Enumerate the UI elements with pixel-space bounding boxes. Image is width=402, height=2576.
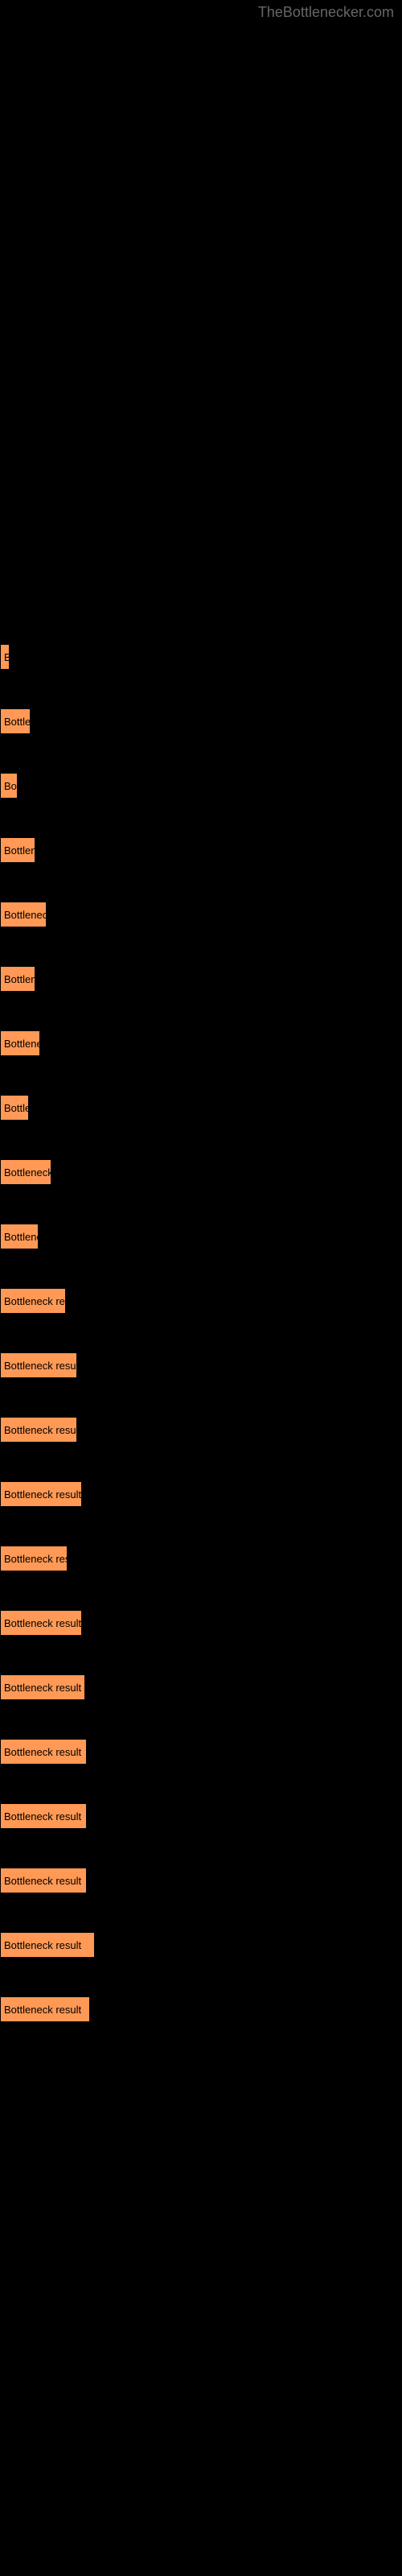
chart-bar: Bottlene [0, 1224, 39, 1249]
chart-bar: Bottleneck r [0, 1159, 51, 1185]
chart-bar: Bottleneck result [0, 1996, 90, 2022]
chart-bar: Bottleneck result [0, 1739, 87, 1765]
chart-bar: Bottleneck result [0, 1417, 77, 1443]
bar-row: Bottleneck result [0, 1868, 402, 1893]
bar-row: Bottleneck result [0, 1352, 402, 1378]
chart-bar: Bottleneck result [0, 1481, 82, 1507]
chart-bar: Bottlene [0, 966, 35, 992]
chart-bar: Bottleneck res [0, 1546, 68, 1571]
chart-bar: Bottleneck result [0, 1868, 87, 1893]
bar-row: Bottlenec [0, 1030, 402, 1056]
chart-bar: Bottleneck result [0, 1674, 85, 1700]
chart-bar: Bottleneck result [0, 1932, 95, 1958]
bar-row: Bottlene [0, 1224, 402, 1249]
bar-row: Bottlene [0, 966, 402, 992]
bar-row: Bottleneck res [0, 1546, 402, 1571]
bar-row: Bottler [0, 708, 402, 734]
chart-bar: Bottlene [0, 837, 35, 863]
chart-bar: Bottlenec [0, 1030, 40, 1056]
bar-row: Bo [0, 773, 402, 799]
bar-row: Bottleneck result [0, 1803, 402, 1829]
bar-row: Bottleneck result [0, 1417, 402, 1443]
bar-chart: B Bottler Bo Bottlene Bottleneck Bottlene Bott… [0, 0, 402, 2022]
bar-row: Bottle [0, 1095, 402, 1121]
bar-row: Bottleneck result [0, 1481, 402, 1507]
bar-row: Bottlene [0, 837, 402, 863]
bar-row: B [0, 644, 402, 670]
chart-bar: Bo [0, 773, 18, 799]
watermark-text: TheBottlenecker.com [258, 4, 394, 21]
bar-row: Bottleneck result [0, 1932, 402, 1958]
bar-row: Bottleneck result [0, 1674, 402, 1700]
chart-bar: Bottleneck [0, 902, 47, 927]
chart-bar: Bottleneck result [0, 1803, 87, 1829]
chart-bar: Bottleneck result [0, 1352, 77, 1378]
chart-bar: Bottler [0, 708, 31, 734]
bar-row: Bottleneck r [0, 1159, 402, 1185]
bar-row: Bottleneck [0, 902, 402, 927]
chart-bar: Bottle [0, 1095, 29, 1121]
chart-bar: Bottleneck result [0, 1610, 82, 1636]
bar-row: Bottleneck resu [0, 1288, 402, 1314]
bar-row: Bottleneck result [0, 1739, 402, 1765]
bar-row: Bottleneck result [0, 1610, 402, 1636]
chart-bar: Bottleneck resu [0, 1288, 66, 1314]
chart-bar: B [0, 644, 10, 670]
bar-row: Bottleneck result [0, 1996, 402, 2022]
